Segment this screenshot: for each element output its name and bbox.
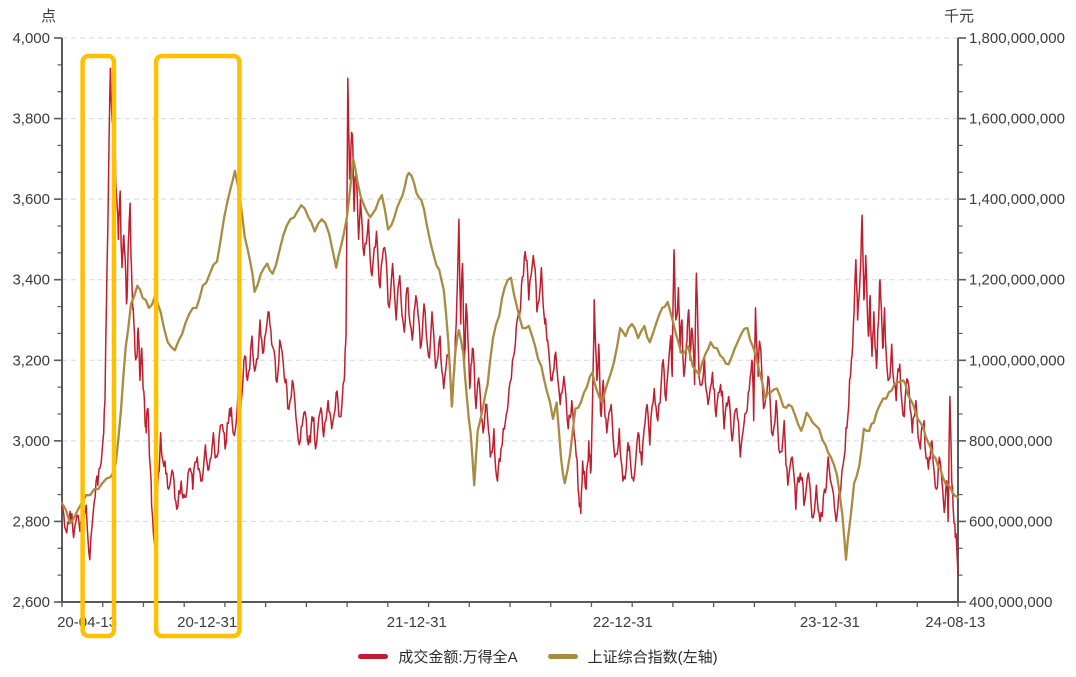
svg-text:21-12-31: 21-12-31 [387,614,447,631]
data-series [60,67,960,575]
svg-text:3,000: 3,000 [12,433,50,450]
svg-text:800,000,000: 800,000,000 [969,433,1052,450]
svg-text:22-12-31: 22-12-31 [593,614,653,631]
svg-text:24-08-13: 24-08-13 [925,614,985,631]
turnover-series-label: 成交金额:万得全A [398,649,518,666]
svg-text:1,600,000,000: 1,600,000,000 [969,111,1065,128]
svg-text:2,600: 2,600 [12,594,50,611]
left-axis-unit: 点 [41,8,56,25]
axis-labels: 4,000 3,800 3,600 3,400 3,200 3,000 2,800 2,600… [12,30,1064,631]
svg-text:2,800: 2,800 [12,513,50,530]
svg-text:3,200: 3,200 [12,352,50,369]
svg-text:400,000,000: 400,000,000 [969,594,1052,611]
svg-text:3,800: 3,800 [12,111,50,128]
legend-item-index: 上证综合指数(左轴) [547,646,718,667]
svg-text:3,400: 3,400 [12,272,50,289]
svg-text:1,400,000,000: 1,400,000,000 [969,191,1065,208]
svg-text:600,000,000: 600,000,000 [969,513,1052,530]
svg-text:1,000,000,000: 1,000,000,000 [969,352,1065,369]
svg-text:23-12-31: 23-12-31 [800,614,860,631]
turnover-series-swatch [358,654,389,659]
highlight-boxes [80,53,242,639]
index-series-swatch [547,654,578,659]
svg-text:3,600: 3,600 [12,191,50,208]
index-series-label: 上证综合指数(左轴) [587,649,718,666]
legend-item-turnover: 成交金额:万得全A [358,646,518,667]
right-axis-unit: 千元 [944,8,974,25]
svg-text:1,200,000,000: 1,200,000,000 [969,272,1065,289]
svg-text:1,800,000,000: 1,800,000,000 [969,30,1065,47]
svg-text:20-04-13: 20-04-13 [57,614,117,631]
legend: 成交金额:万得全A 上证综合指数(左轴) [0,646,1076,667]
svg-text:20-12-31: 20-12-31 [177,614,237,631]
svg-text:4,000: 4,000 [12,30,50,47]
